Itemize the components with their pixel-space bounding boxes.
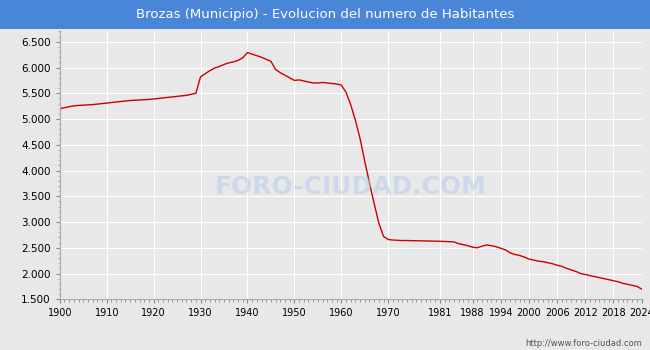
Text: Brozas (Municipio) - Evolucion del numero de Habitantes: Brozas (Municipio) - Evolucion del numer… — [136, 8, 514, 21]
Text: FORO-CIUDAD.COM: FORO-CIUDAD.COM — [214, 175, 487, 199]
Text: http://www.foro-ciudad.com: http://www.foro-ciudad.com — [525, 339, 642, 348]
